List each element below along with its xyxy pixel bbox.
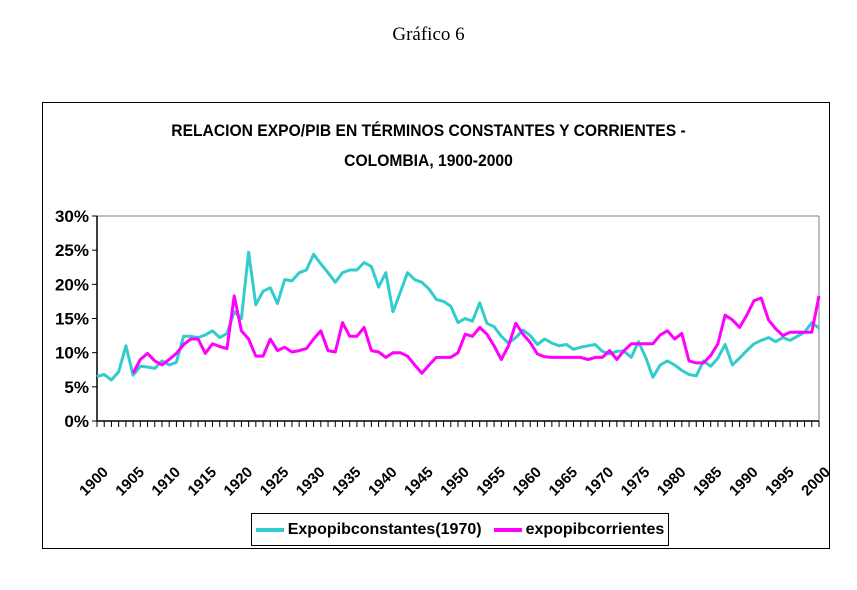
- x-tick-label: 1960: [509, 464, 545, 500]
- x-tick-label: 2000: [798, 464, 834, 500]
- legend-swatch: [493, 527, 522, 532]
- x-tick-label: 1975: [618, 464, 654, 500]
- y-tick-label: 15%: [55, 310, 89, 329]
- y-tick-label: 20%: [55, 275, 89, 294]
- y-tick-label: 10%: [55, 344, 89, 363]
- chart-title-line-1: RELACION EXPO/PIB EN TÉRMINOS CONSTANTES…: [171, 121, 686, 140]
- y-tick-label: 30%: [55, 207, 89, 226]
- series-line-corrientes: [131, 294, 821, 375]
- x-tick-label: 1930: [293, 464, 329, 500]
- page-title: Gráfico 6: [392, 24, 465, 45]
- legend: Expopibconstantes(1970) expopibcorriente…: [251, 513, 669, 546]
- legend-label: Expopibconstantes(1970): [287, 520, 482, 538]
- x-tick-label: 1985: [690, 464, 726, 500]
- x-tick-label: 1965: [546, 464, 582, 500]
- x-tick-label: 1915: [185, 464, 221, 500]
- x-tick-label: 1910: [148, 464, 184, 500]
- x-tick-label: 1995: [762, 464, 798, 500]
- series-line-constantes: [96, 250, 820, 382]
- chart-frame: [42, 102, 830, 549]
- x-tick-label: 1990: [726, 464, 762, 500]
- chart-title-line-2: COLOMBIA, 1900-2000: [344, 151, 513, 170]
- x-tick-label: 1950: [437, 464, 473, 500]
- x-tick-label: 1955: [473, 464, 509, 500]
- x-tick-label: 1940: [365, 464, 401, 500]
- x-tick-label: 1980: [654, 464, 690, 500]
- x-tick-label: 1925: [257, 464, 293, 500]
- x-tick-label: 1920: [221, 464, 257, 500]
- legend-item-constantes: Expopibconstantes(1970): [255, 520, 482, 539]
- legend-label: expopibcorrientes: [525, 520, 665, 538]
- x-tick-label: 1905: [112, 464, 148, 500]
- y-tick-label: 0%: [64, 412, 89, 431]
- x-tick-label: 1900: [76, 464, 112, 500]
- y-tick-label: 5%: [64, 378, 89, 397]
- y-tick-label: 25%: [55, 241, 89, 260]
- x-tick-label: 1935: [329, 464, 365, 500]
- x-tick-label: 1970: [582, 464, 618, 500]
- x-tick-label: 1945: [401, 464, 437, 500]
- legend-item-corrientes: expopibcorrientes: [493, 520, 665, 539]
- legend-swatch: [255, 527, 284, 532]
